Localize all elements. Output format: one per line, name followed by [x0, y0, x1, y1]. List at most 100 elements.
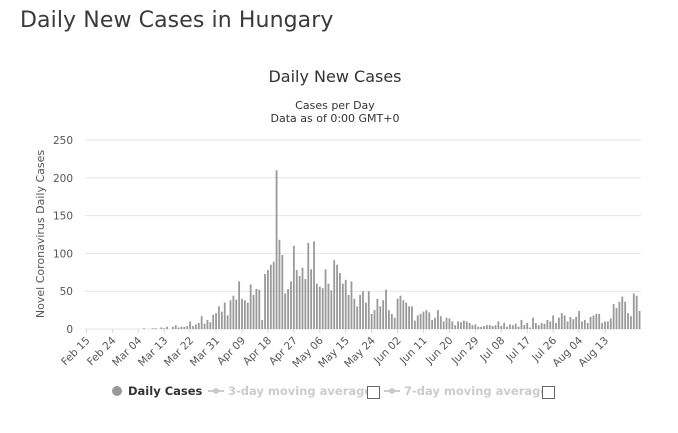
- bar[interactable]: [301, 267, 304, 329]
- bar[interactable]: [186, 325, 189, 329]
- bar[interactable]: [284, 293, 287, 329]
- bar[interactable]: [220, 311, 223, 329]
- bar[interactable]: [333, 260, 336, 329]
- bar[interactable]: [318, 286, 321, 329]
- bar[interactable]: [494, 325, 497, 329]
- bar[interactable]: [367, 291, 370, 329]
- bar[interactable]: [295, 270, 298, 329]
- bar[interactable]: [180, 326, 183, 329]
- bar[interactable]: [324, 269, 327, 329]
- bar[interactable]: [209, 322, 212, 329]
- bar[interactable]: [624, 301, 627, 329]
- bar[interactable]: [197, 322, 200, 329]
- bar[interactable]: [382, 300, 385, 329]
- bar[interactable]: [238, 281, 241, 329]
- bar[interactable]: [154, 328, 157, 329]
- bar[interactable]: [200, 316, 203, 329]
- bar[interactable]: [327, 283, 330, 329]
- bar[interactable]: [215, 313, 217, 329]
- bar[interactable]: [552, 315, 555, 329]
- bar[interactable]: [595, 313, 598, 329]
- bar[interactable]: [272, 261, 275, 329]
- bar[interactable]: [526, 322, 529, 329]
- bar[interactable]: [235, 299, 238, 329]
- bar[interactable]: [298, 276, 301, 329]
- bar[interactable]: [310, 269, 313, 329]
- bar[interactable]: [364, 302, 367, 329]
- bar[interactable]: [638, 310, 641, 329]
- bar[interactable]: [413, 320, 416, 329]
- bar[interactable]: [252, 294, 255, 329]
- bar[interactable]: [189, 321, 192, 329]
- bar[interactable]: [192, 325, 194, 329]
- bar[interactable]: [546, 319, 549, 329]
- bar[interactable]: [419, 313, 422, 329]
- bar[interactable]: [405, 302, 408, 329]
- bar[interactable]: [581, 321, 583, 329]
- bar[interactable]: [174, 325, 177, 329]
- bar[interactable]: [393, 317, 396, 329]
- bar[interactable]: [143, 328, 145, 329]
- bar[interactable]: [549, 321, 552, 329]
- bar[interactable]: [359, 294, 362, 329]
- bar[interactable]: [543, 323, 546, 329]
- bar[interactable]: [264, 273, 266, 329]
- bar[interactable]: [615, 307, 618, 329]
- bar[interactable]: [583, 319, 586, 329]
- bar[interactable]: [474, 324, 477, 329]
- bar[interactable]: [356, 306, 359, 329]
- bar[interactable]: [160, 327, 163, 329]
- bar[interactable]: [437, 310, 439, 329]
- bar[interactable]: [232, 295, 235, 329]
- bar[interactable]: [586, 322, 589, 329]
- bar[interactable]: [517, 326, 520, 329]
- bar[interactable]: [425, 310, 428, 329]
- bar[interactable]: [347, 294, 350, 329]
- bar[interactable]: [601, 322, 604, 329]
- bar[interactable]: [281, 254, 284, 329]
- bar[interactable]: [151, 328, 154, 329]
- bar[interactable]: [618, 301, 621, 329]
- bar[interactable]: [439, 316, 442, 329]
- bar[interactable]: [171, 326, 174, 329]
- bar[interactable]: [416, 315, 419, 329]
- bar[interactable]: [195, 324, 197, 329]
- bar[interactable]: [203, 323, 206, 329]
- bar[interactable]: [471, 325, 474, 329]
- bar[interactable]: [514, 323, 517, 329]
- bar[interactable]: [500, 325, 503, 329]
- bar[interactable]: [350, 281, 353, 329]
- bar[interactable]: [448, 318, 451, 329]
- bar[interactable]: [330, 290, 333, 329]
- bar[interactable]: [241, 298, 243, 329]
- bar[interactable]: [373, 310, 376, 329]
- bar[interactable]: [520, 319, 523, 329]
- bar[interactable]: [370, 313, 373, 329]
- bar[interactable]: [379, 306, 382, 329]
- bar[interactable]: [218, 306, 220, 329]
- bar[interactable]: [402, 300, 405, 329]
- bar[interactable]: [442, 321, 445, 329]
- bar[interactable]: [523, 325, 526, 329]
- bar[interactable]: [376, 298, 379, 329]
- bar[interactable]: [339, 273, 341, 329]
- bar[interactable]: [223, 302, 226, 329]
- bar[interactable]: [362, 291, 364, 329]
- bar[interactable]: [612, 304, 615, 329]
- bar[interactable]: [578, 310, 580, 329]
- bar[interactable]: [353, 298, 356, 329]
- bar[interactable]: [183, 326, 186, 329]
- bar[interactable]: [292, 245, 295, 329]
- bar[interactable]: [465, 321, 468, 329]
- legend-item-7-day-average[interactable]: 7-day moving average: [384, 384, 548, 398]
- bar[interactable]: [477, 326, 480, 329]
- bar[interactable]: [243, 300, 246, 329]
- bar[interactable]: [411, 306, 413, 329]
- bar[interactable]: [249, 284, 252, 329]
- bar[interactable]: [267, 270, 269, 329]
- bar[interactable]: [313, 241, 315, 329]
- bar[interactable]: [428, 312, 431, 329]
- bar[interactable]: [258, 289, 261, 329]
- bar[interactable]: [457, 321, 459, 329]
- bar[interactable]: [269, 264, 272, 329]
